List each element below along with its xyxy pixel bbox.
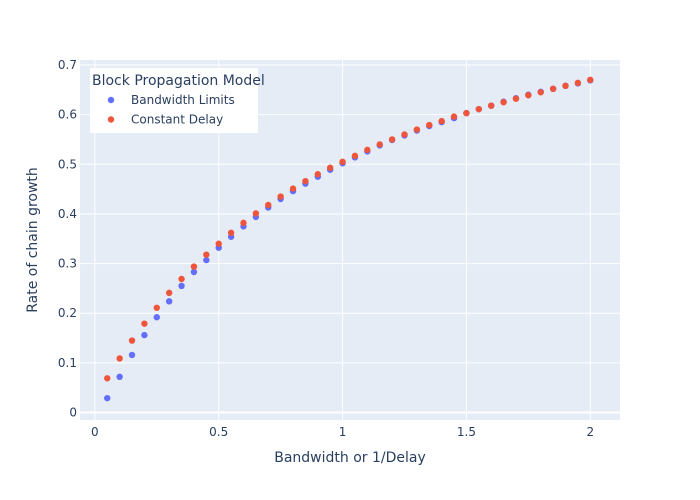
data-point[interactable] (463, 109, 470, 117)
legend-marker (107, 116, 115, 123)
legend: Block Propagation Model Bandwidth Limits… (90, 68, 265, 133)
data-point[interactable] (376, 141, 383, 148)
data-point[interactable] (178, 282, 185, 290)
legend-title[interactable]: Block Propagation Model (92, 73, 265, 89)
y-tick-label: 0.3 (58, 257, 77, 271)
data-point[interactable] (178, 275, 185, 283)
data-point[interactable] (587, 76, 594, 84)
grid-lines (80, 60, 620, 420)
y-axis-title: Rate of chain growth (25, 167, 41, 313)
data-point[interactable] (252, 210, 260, 217)
x-axis-title: Bandwidth or 1/Delay (274, 450, 426, 466)
legend-label: Bandwidth Limits (131, 93, 235, 107)
data-point[interactable] (104, 375, 111, 382)
data-point[interactable] (549, 85, 557, 93)
data-point[interactable] (364, 146, 371, 154)
data-point[interactable] (289, 185, 297, 192)
data-point[interactable] (326, 164, 334, 171)
data-point[interactable] (277, 193, 284, 200)
data-point[interactable] (116, 355, 123, 362)
y-tick-label: 0.5 (58, 157, 77, 171)
y-tick-label: 0.4 (58, 207, 77, 221)
data-point[interactable] (165, 289, 173, 297)
data-point[interactable] (339, 158, 346, 165)
data-point[interactable] (265, 201, 272, 209)
data-point[interactable] (104, 394, 111, 402)
data-point[interactable] (574, 79, 582, 87)
data-point[interactable] (215, 240, 222, 247)
data-point[interactable] (141, 320, 148, 327)
data-point[interactable] (314, 171, 321, 178)
legend-item[interactable]: Constant Delay (107, 113, 223, 127)
data-point[interactable] (203, 256, 210, 264)
y-tick-label: 0.1 (58, 356, 77, 370)
data-point[interactable] (153, 314, 160, 321)
series-constant-delay (104, 76, 594, 382)
data-point[interactable] (512, 95, 520, 102)
data-point[interactable] (500, 99, 507, 106)
data-point[interactable] (153, 304, 160, 311)
y-tick-labels: 0 0.1 0.2 0.3 0.4 0.5 0.6 0.7 (58, 58, 77, 420)
y-tick-label: 0.7 (58, 58, 77, 72)
y-tick-label: 0 (69, 406, 77, 420)
data-point[interactable] (450, 113, 458, 120)
data-point[interactable] (116, 373, 123, 380)
data-point[interactable] (413, 126, 421, 133)
data-point[interactable] (401, 131, 408, 138)
data-point[interactable] (487, 102, 495, 109)
legend-label: Constant Delay (131, 113, 223, 127)
data-point[interactable] (190, 263, 198, 270)
y-tick-label: 0.2 (58, 306, 77, 320)
data-point[interactable] (190, 268, 198, 276)
legend-item[interactable]: Bandwidth Limits (107, 93, 235, 107)
x-tick-label: 1 (339, 425, 347, 439)
legend-background (90, 68, 258, 133)
x-tick-label: 1.5 (457, 425, 476, 439)
data-point[interactable] (562, 82, 569, 90)
data-point[interactable] (165, 298, 173, 305)
x-tick-label: 0 (91, 425, 99, 439)
data-point[interactable] (128, 351, 136, 359)
data-point[interactable] (475, 105, 483, 113)
x-tick-label: 2 (586, 425, 594, 439)
data-point[interactable] (227, 229, 235, 236)
data-point[interactable] (203, 251, 210, 258)
data-point[interactable] (438, 117, 445, 125)
data-point[interactable] (537, 89, 544, 96)
data-points (104, 76, 594, 402)
data-point[interactable] (388, 136, 396, 143)
data-point[interactable] (302, 177, 309, 185)
legend-marker (107, 96, 115, 104)
data-point[interactable] (525, 92, 532, 99)
data-point[interactable] (426, 121, 433, 129)
data-point[interactable] (351, 152, 359, 160)
data-point[interactable] (141, 331, 148, 339)
data-point[interactable] (240, 219, 247, 227)
x-tick-labels: 0 0.5 1 1.5 2 (91, 425, 594, 439)
x-tick-label: 0.5 (209, 425, 228, 439)
data-point[interactable] (128, 337, 136, 344)
y-tick-label: 0.6 (58, 108, 77, 122)
